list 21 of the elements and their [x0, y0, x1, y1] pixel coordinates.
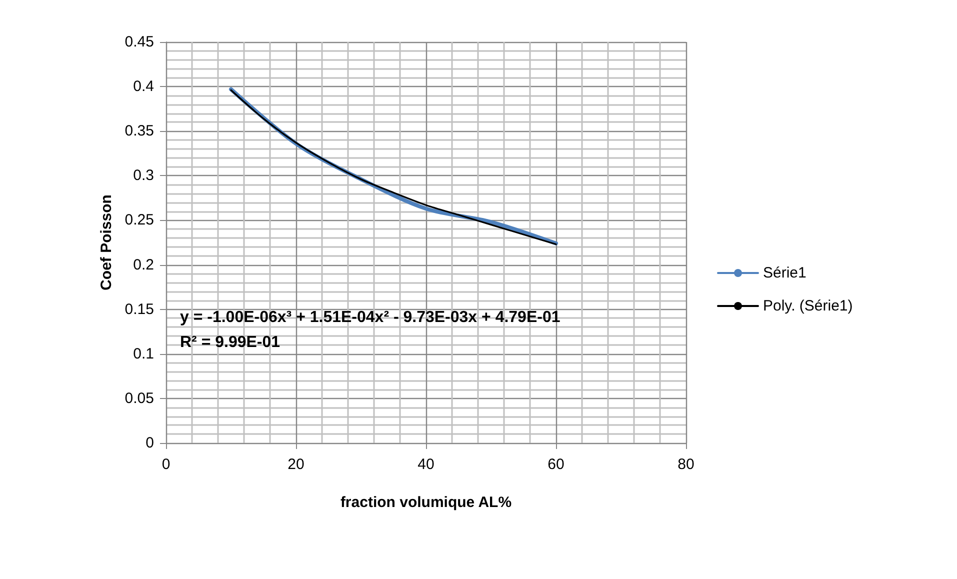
y-tick-label: 0.15 — [124, 300, 154, 318]
annotation: y = -1.00E-06x³ + 1.51E-04x² - 9.73E-03x + 4.79E-01 — [180, 309, 560, 326]
y-tick-label: 0.1 — [133, 345, 154, 362]
x-tick-label: 60 — [548, 456, 564, 473]
legend-label: Série1 — [763, 264, 806, 282]
y-tick-label: 0.2 — [133, 256, 154, 274]
x-tick-label: 20 — [288, 456, 304, 473]
y-tick-label: 0.4 — [133, 78, 154, 96]
annotation: R² = 9.99E-01 — [180, 334, 280, 351]
y-tick-label: 0.35 — [124, 122, 154, 140]
y-tick-label: 0 — [146, 434, 154, 452]
y-tick-label: 0.05 — [124, 390, 154, 407]
x-tick-label: 40 — [418, 456, 434, 473]
x-axis-title: fraction volumique AL% — [340, 494, 512, 511]
x-tick-label: 80 — [678, 456, 694, 473]
y-axis-title: Coef Poisson — [98, 194, 115, 290]
y-tick-label: 0.45 — [124, 34, 154, 50]
y-tick-label: 0.3 — [133, 167, 154, 184]
legend-label: Poly. (Série1) — [763, 298, 853, 314]
y-tick-label: 0.25 — [124, 212, 154, 229]
x-tick-label: 0 — [162, 456, 170, 473]
